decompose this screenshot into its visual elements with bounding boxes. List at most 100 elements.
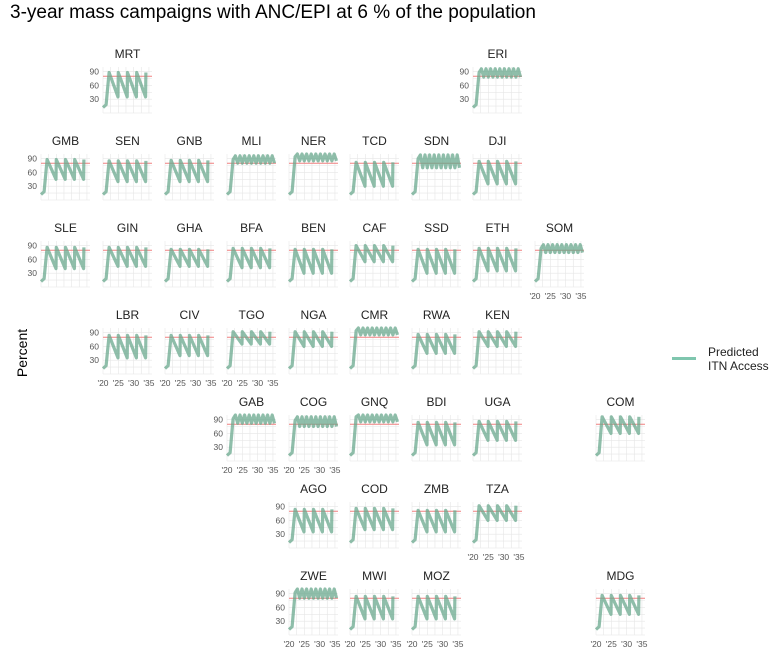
panel-title-mdg: MDG <box>607 569 635 583</box>
x-tick-label: '20 <box>590 639 601 649</box>
x-tick-label: '20 <box>97 378 108 388</box>
y-tick-label: 30 <box>90 355 100 365</box>
y-tick-label: 60 <box>276 602 286 612</box>
x-tick-label: '30 <box>560 291 571 301</box>
x-tick-label: '25 <box>606 639 617 649</box>
y-tick-label: 90 <box>90 328 100 338</box>
series-line-gnq <box>348 413 400 457</box>
panel-title-cog: COG <box>300 395 327 409</box>
series-line-sle <box>39 245 86 283</box>
series-line-gnb <box>163 158 210 196</box>
legend-key <box>672 357 696 360</box>
panel-title-eri: ERI <box>487 47 507 61</box>
y-tick-label: 90 <box>214 415 224 425</box>
panel-title-tcd: TCD <box>362 134 387 148</box>
panel-title-mrt: MRT <box>115 47 141 61</box>
y-tick-label: 60 <box>276 515 286 525</box>
series-line-gha <box>163 247 210 283</box>
legend-label: Predicted ITN Access <box>708 345 780 373</box>
panel-title-ken: KEN <box>485 308 510 322</box>
series-line-eth <box>471 246 518 283</box>
series-line-gmb <box>39 157 86 196</box>
x-tick-label: '30 <box>498 552 509 562</box>
panel-title-ssd: SSD <box>424 221 449 235</box>
x-tick-label: '20 <box>159 378 170 388</box>
series-line-gab <box>225 413 277 457</box>
panel-title-sen: SEN <box>115 134 140 148</box>
y-tick-label: 60 <box>28 167 38 177</box>
x-tick-label: '25 <box>237 465 248 475</box>
y-tick-label: 30 <box>460 94 470 104</box>
x-tick-label: '35 <box>390 639 401 649</box>
panel-title-lbr: LBR <box>116 308 140 322</box>
x-tick-label: '35 <box>452 639 463 649</box>
panel-title-tza: TZA <box>486 482 509 496</box>
panel-title-ago: AGO <box>300 482 327 496</box>
y-tick-label: 30 <box>276 616 286 626</box>
panel-title-gin: GIN <box>117 221 138 235</box>
y-tick-label: 90 <box>460 67 470 77</box>
series-line-tza <box>471 504 518 544</box>
x-tick-label: '30 <box>314 465 325 475</box>
x-tick-label: '30 <box>128 378 139 388</box>
panel-title-cmr: CMR <box>361 308 389 322</box>
panel-title-com: COM <box>607 395 635 409</box>
x-tick-label: '20 <box>221 465 232 475</box>
series-line-ken <box>471 330 518 370</box>
legend-label-line1: Predicted <box>708 345 759 359</box>
series-line-zmb <box>410 508 457 544</box>
x-tick-label: '35 <box>513 552 524 562</box>
panel-title-som: SOM <box>546 221 573 235</box>
panel-title-sle: SLE <box>54 221 77 235</box>
series-line-ben <box>287 247 334 283</box>
panel-title-nga: NGA <box>300 308 326 322</box>
x-tick-label: '35 <box>267 465 278 475</box>
series-line-cmr <box>348 326 400 370</box>
x-tick-label: '20 <box>529 291 540 301</box>
series-line-tgo <box>225 330 272 370</box>
x-tick-label: '35 <box>636 639 647 649</box>
x-tick-label: '20 <box>406 639 417 649</box>
series-line-dji <box>471 159 518 196</box>
series-line-bdi <box>410 420 457 457</box>
panel-title-cod: COD <box>361 482 388 496</box>
legend-label-line2: ITN Access <box>708 359 769 373</box>
series-line-som <box>533 243 585 283</box>
series-line-ago <box>287 507 334 544</box>
x-tick-label: '25 <box>422 639 433 649</box>
series-line-moz <box>410 594 457 631</box>
y-tick-label: 90 <box>276 502 286 512</box>
series-line-mwi <box>348 594 395 631</box>
y-tick-label: 90 <box>28 241 38 251</box>
x-tick-label: '20 <box>467 552 478 562</box>
y-tick-label: 30 <box>28 268 38 278</box>
x-tick-label: '35 <box>205 378 216 388</box>
x-tick-label: '20 <box>283 465 294 475</box>
x-tick-label: '25 <box>175 378 186 388</box>
x-tick-label: '30 <box>437 639 448 649</box>
series-line-nga <box>287 330 334 370</box>
x-tick-label: '30 <box>375 639 386 649</box>
x-tick-label: '25 <box>113 378 124 388</box>
x-tick-label: '30 <box>314 639 325 649</box>
panel-title-gnq: GNQ <box>361 395 388 409</box>
panel-title-zmb: ZMB <box>424 482 449 496</box>
panel-title-moz: MOZ <box>423 569 450 583</box>
panel-title-gha: GHA <box>176 221 202 235</box>
x-tick-label: '30 <box>252 465 263 475</box>
panel-title-caf: CAF <box>363 221 387 235</box>
x-tick-label: '25 <box>299 639 310 649</box>
panel-title-dji: DJI <box>489 134 507 148</box>
panel-title-ner: NER <box>301 134 327 148</box>
panel-title-gab: GAB <box>239 395 264 409</box>
x-tick-label: '35 <box>267 378 278 388</box>
series-line-bfa <box>225 246 272 283</box>
series-line-com <box>594 415 641 457</box>
series-line-cod <box>348 506 395 544</box>
series-line-sen <box>101 159 148 196</box>
y-tick-label: 60 <box>28 254 38 264</box>
panel-title-sdn: SDN <box>424 134 449 148</box>
series-line-civ <box>163 333 210 370</box>
y-tick-label: 60 <box>214 428 224 438</box>
